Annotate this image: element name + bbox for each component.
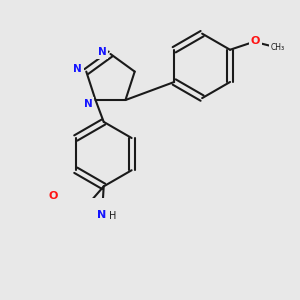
Text: N: N — [84, 99, 92, 109]
Text: N: N — [74, 64, 82, 74]
Text: O: O — [49, 190, 58, 200]
Text: N: N — [98, 209, 106, 220]
Text: CH₃: CH₃ — [271, 43, 285, 52]
Text: O: O — [251, 36, 260, 46]
Text: N: N — [98, 47, 106, 57]
Text: H: H — [109, 211, 117, 221]
